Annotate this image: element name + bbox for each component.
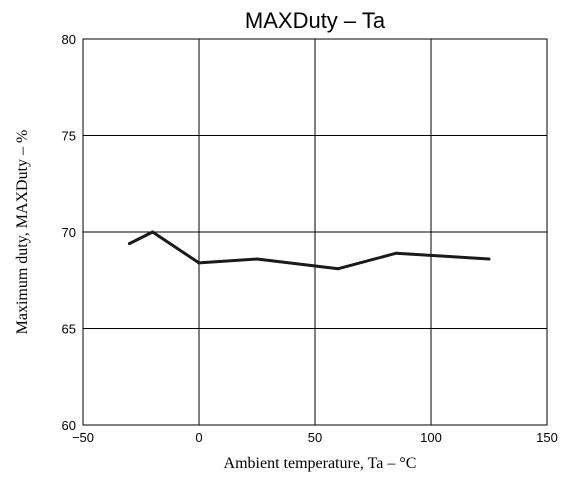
chart-title: MAXDuty – Ta <box>245 8 386 33</box>
tick-layer: −50 0 50 100 150 60 65 70 75 80 <box>62 32 558 445</box>
x-tick-label: 100 <box>420 430 442 445</box>
data-point <box>487 257 491 261</box>
x-tick-label: 0 <box>195 430 202 445</box>
data-point <box>127 242 131 246</box>
y-axis-label: Maximum duty, MAXDuty – % <box>14 130 31 335</box>
series-line <box>128 230 490 271</box>
y-tick-label: 65 <box>62 322 76 337</box>
data-point <box>197 261 201 265</box>
y-tick-label: 60 <box>62 418 76 433</box>
series-layer <box>127 230 491 271</box>
data-point <box>394 251 398 255</box>
x-axis-label: Ambient temperature, Ta – °C <box>224 455 417 472</box>
y-tick-label: 70 <box>62 225 76 240</box>
grid-layer <box>83 39 547 425</box>
data-point <box>336 267 340 271</box>
y-tick-label: 75 <box>62 129 76 144</box>
data-point <box>255 257 259 261</box>
x-tick-label: 150 <box>536 430 558 445</box>
data-point <box>151 230 155 234</box>
plot-frame <box>82 38 548 426</box>
x-tick-label: −50 <box>72 430 94 445</box>
y-tick-label: 80 <box>62 32 76 47</box>
x-tick-label: 50 <box>308 430 322 445</box>
